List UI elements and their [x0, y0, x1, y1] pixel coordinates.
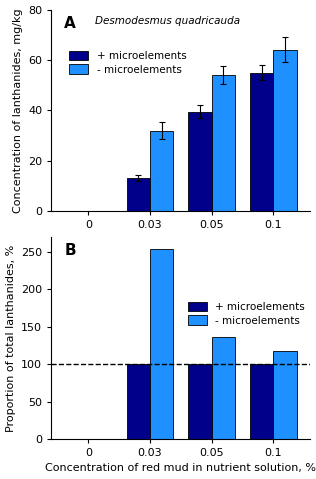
Bar — [126, 179, 150, 211]
Bar — [250, 73, 273, 211]
Y-axis label: Proportion of total lanthanides, %: Proportion of total lanthanides, % — [6, 244, 15, 432]
X-axis label: Concentration of red mud in nutrient solution, %: Concentration of red mud in nutrient sol… — [46, 464, 316, 473]
Text: Desmodesmus quadricauda: Desmodesmus quadricauda — [95, 16, 240, 25]
Legend: + microelements, - microelements: + microelements, - microelements — [188, 302, 305, 326]
Bar — [212, 337, 235, 439]
Bar — [126, 364, 150, 439]
Bar — [212, 75, 235, 211]
Bar — [150, 249, 173, 439]
Legend: + microelements, - microelements: + microelements, - microelements — [70, 51, 186, 75]
Text: A: A — [64, 16, 76, 31]
Bar — [150, 131, 173, 211]
Bar — [188, 364, 212, 439]
Y-axis label: Concentration of lanthanides, mg/kg: Concentration of lanthanides, mg/kg — [13, 8, 22, 213]
Bar — [250, 364, 273, 439]
Bar — [273, 50, 297, 211]
Bar — [188, 112, 212, 211]
Text: B: B — [64, 243, 76, 258]
Bar — [273, 352, 297, 439]
